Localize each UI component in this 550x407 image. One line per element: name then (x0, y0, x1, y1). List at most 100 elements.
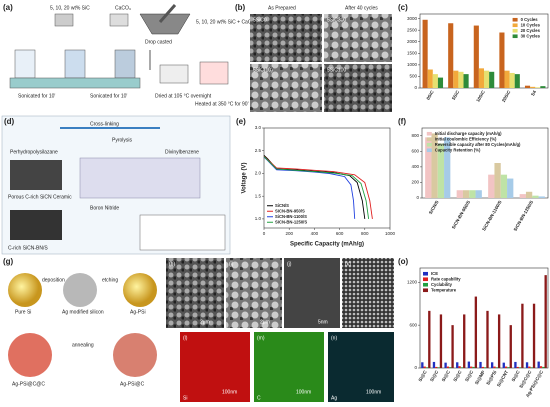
y-tick-label: 3000 (407, 16, 418, 21)
label: deposition (42, 277, 65, 283)
label: Drop casted (145, 39, 172, 45)
legend-label: Initial coulombic Efficiency (%) (435, 136, 497, 141)
sem-image (250, 64, 322, 112)
legend-swatch (426, 142, 432, 147)
bar (490, 362, 494, 368)
x-tick-label: Si@C (511, 369, 522, 382)
legend-label: 20 Cycles (521, 28, 541, 33)
bar (509, 325, 512, 368)
mortar (139, 13, 191, 35)
image-label: (l) (183, 335, 188, 341)
element: Ag (331, 395, 337, 401)
element-map (328, 332, 394, 402)
bar (478, 68, 484, 88)
plot-frame (421, 127, 549, 199)
bar (423, 366, 426, 368)
micrograph (226, 258, 282, 328)
y-tick-label: 0 (416, 195, 419, 200)
y-tick-label: 0 (414, 85, 417, 90)
particle (8, 333, 52, 377)
bar (437, 367, 440, 368)
bar (535, 87, 541, 88)
bar (481, 366, 484, 368)
panel-d: (d) Perhydropolysilazane Cross-linking D… (1, 115, 231, 255)
bar (437, 143, 445, 198)
x-tick-label: 600 (336, 231, 344, 236)
label: Pyrolysis (112, 137, 133, 143)
bar (519, 194, 526, 198)
y-tick-label: 2.0 (255, 171, 262, 176)
bar (538, 196, 545, 198)
y-tick-label: 600 (411, 149, 419, 154)
bar (500, 174, 508, 198)
x-tick-label: Si@C (441, 369, 452, 382)
line (263, 156, 370, 219)
bar (451, 325, 454, 368)
micrograph (342, 258, 394, 328)
x-tick-label: SiCN-BN-950/S (451, 200, 471, 230)
beaker (64, 49, 86, 79)
label: Ag modified silicon (62, 309, 104, 315)
beaker (114, 49, 136, 79)
bar (494, 163, 501, 198)
bar (463, 74, 469, 88)
bar (532, 303, 536, 368)
y-tick-label: 500 (409, 74, 417, 79)
bar (456, 362, 459, 368)
bar (528, 366, 531, 368)
bar (472, 366, 475, 368)
x-tick-label: Si@C (464, 369, 475, 382)
micrographs: (h) (i) (j) (k) 2μm 2μm 5nm (l) (m) (n) … (166, 258, 394, 402)
legend-label: Reversible capacity after 80 Cycles(mAh/… (435, 142, 521, 147)
bar (521, 303, 524, 368)
y-tick-label: 2000 (407, 39, 418, 44)
panel-label: (o) (398, 257, 409, 266)
bar (444, 137, 451, 198)
x-tick-label: 400 (311, 231, 319, 236)
label: Perhydropolysilazane (10, 149, 58, 155)
particle (63, 273, 97, 307)
ceramic-block (10, 160, 62, 190)
bar (479, 361, 482, 368)
bar (446, 366, 450, 368)
bar (448, 23, 454, 88)
bar (484, 70, 490, 88)
particle (8, 273, 42, 307)
scale-bar: 5nm (318, 319, 328, 325)
bar (542, 366, 545, 368)
legend-swatch (423, 288, 428, 293)
bar (488, 174, 495, 198)
x-tick-label: 800 (361, 231, 369, 236)
composite-block (10, 210, 62, 240)
legend-label: SiCN-BN-1250/S (275, 219, 307, 224)
bar (427, 69, 433, 88)
panel-g: (g) Pure Si Ag modified silicon Ag-PSi d… (3, 257, 157, 387)
bar (489, 71, 495, 88)
bar (458, 71, 464, 88)
bar (422, 19, 428, 88)
x-tick-label: S4 (530, 89, 537, 97)
label: Cross-linking (90, 121, 119, 127)
sonicator (9, 77, 141, 89)
image-label: (j) (287, 261, 292, 267)
chart: (c) 0 500 1000 1500 2000 2500 3000 0SiC 5SiC 10SiC… (398, 3, 549, 103)
particle (123, 273, 157, 307)
legend-swatch (426, 148, 432, 153)
plot-frame (263, 127, 391, 229)
label: Sonicated for 10' (90, 93, 127, 99)
bar (537, 361, 540, 368)
x-tick-label: Si@MP (474, 370, 486, 386)
bar (493, 366, 496, 368)
legend-label: SiCN/S (275, 203, 289, 208)
panel-b: (b) As Prepared After 40 cycles 5SiC0 5S… (235, 3, 392, 112)
bar (502, 362, 505, 368)
bar (514, 361, 517, 368)
legend-swatch (512, 17, 518, 22)
panel-label: (f) (398, 117, 406, 126)
image-label: (n) (331, 335, 337, 341)
bar (474, 296, 478, 368)
x-tick-label: 200 (285, 231, 293, 236)
panel-label: (e) (236, 117, 246, 126)
vial (109, 13, 129, 27)
label: Porous C-rich SiCN Ceramic (8, 194, 72, 200)
